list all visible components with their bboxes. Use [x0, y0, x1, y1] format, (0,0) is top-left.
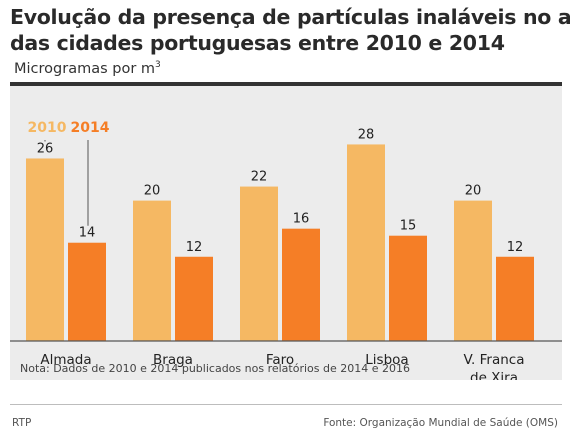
footer-source: Fonte: Organização Mundial de Saúde (OMS… [323, 417, 558, 429]
data-label-2014-lisboa: 15 [400, 219, 417, 234]
unit-text: Microgramas por m [14, 61, 156, 77]
legend-label-2010: 2010 [28, 120, 67, 136]
bar-2010-v-franca-de-xira [454, 200, 492, 341]
category-label-braga: Braga [153, 352, 193, 368]
data-label-2010-faro: 22 [251, 170, 268, 185]
bar-2010-faro [240, 186, 278, 341]
unit-label: Microgramas por m3 [14, 60, 161, 77]
data-label-2014-faro: 16 [293, 212, 310, 227]
category-label-v-franca-de-xira-line-2: de Xira [470, 370, 518, 380]
category-label-lisboa: Lisboa [365, 352, 408, 368]
bar-2014-lisboa [389, 235, 427, 341]
data-label-2010-almada: 26 [37, 141, 54, 156]
bar-2014-v-franca-de-xira [496, 256, 534, 341]
footer-brand: RTP [12, 417, 32, 429]
data-label-2014-v-franca-de-xira: 12 [507, 240, 524, 255]
category-label-v-franca-de-xira-line-1: V. Franca [464, 352, 525, 368]
data-label-2014-almada: 14 [79, 226, 96, 241]
bar-2014-braga [175, 256, 213, 341]
chart-note: Nota: Dados de 2010 e 2014 publicados no… [20, 362, 410, 375]
category-label-faro: Faro [266, 352, 294, 368]
data-label-2014-braga: 12 [186, 240, 203, 255]
bar-chart: 2614Almada2012Braga2216Faro2815Lisboa201… [10, 120, 562, 380]
chart-top-rule [10, 82, 562, 86]
data-label-2010-lisboa: 28 [358, 127, 375, 142]
chart-title-line-1: Evolução da presença de partículas inalá… [10, 5, 570, 29]
data-label-2010-v-franca-de-xira: 20 [465, 184, 482, 199]
bar-2010-lisboa [347, 144, 385, 341]
bar-2014-almada [68, 242, 106, 341]
chart-area: 26 14 Almada 20 12 Braga 22 16 Faro 28 15 Lisboa 20 1… [10, 86, 562, 380]
category-label-almada: Almada [40, 352, 91, 368]
data-label-2010-braga: 20 [144, 184, 161, 199]
footer-divider [10, 404, 562, 405]
bar-2010-almada [26, 158, 64, 341]
bar-2014-faro [282, 228, 320, 341]
unit-superscript: 3 [155, 60, 161, 70]
bar-2010-braga [133, 200, 171, 341]
legend-label-2014: 2014 [71, 120, 110, 136]
chart-title-line-2: das cidades portuguesas entre 2010 e 201… [10, 31, 505, 55]
chart-title: Evolução da presença de partículas inalá… [10, 4, 570, 56]
